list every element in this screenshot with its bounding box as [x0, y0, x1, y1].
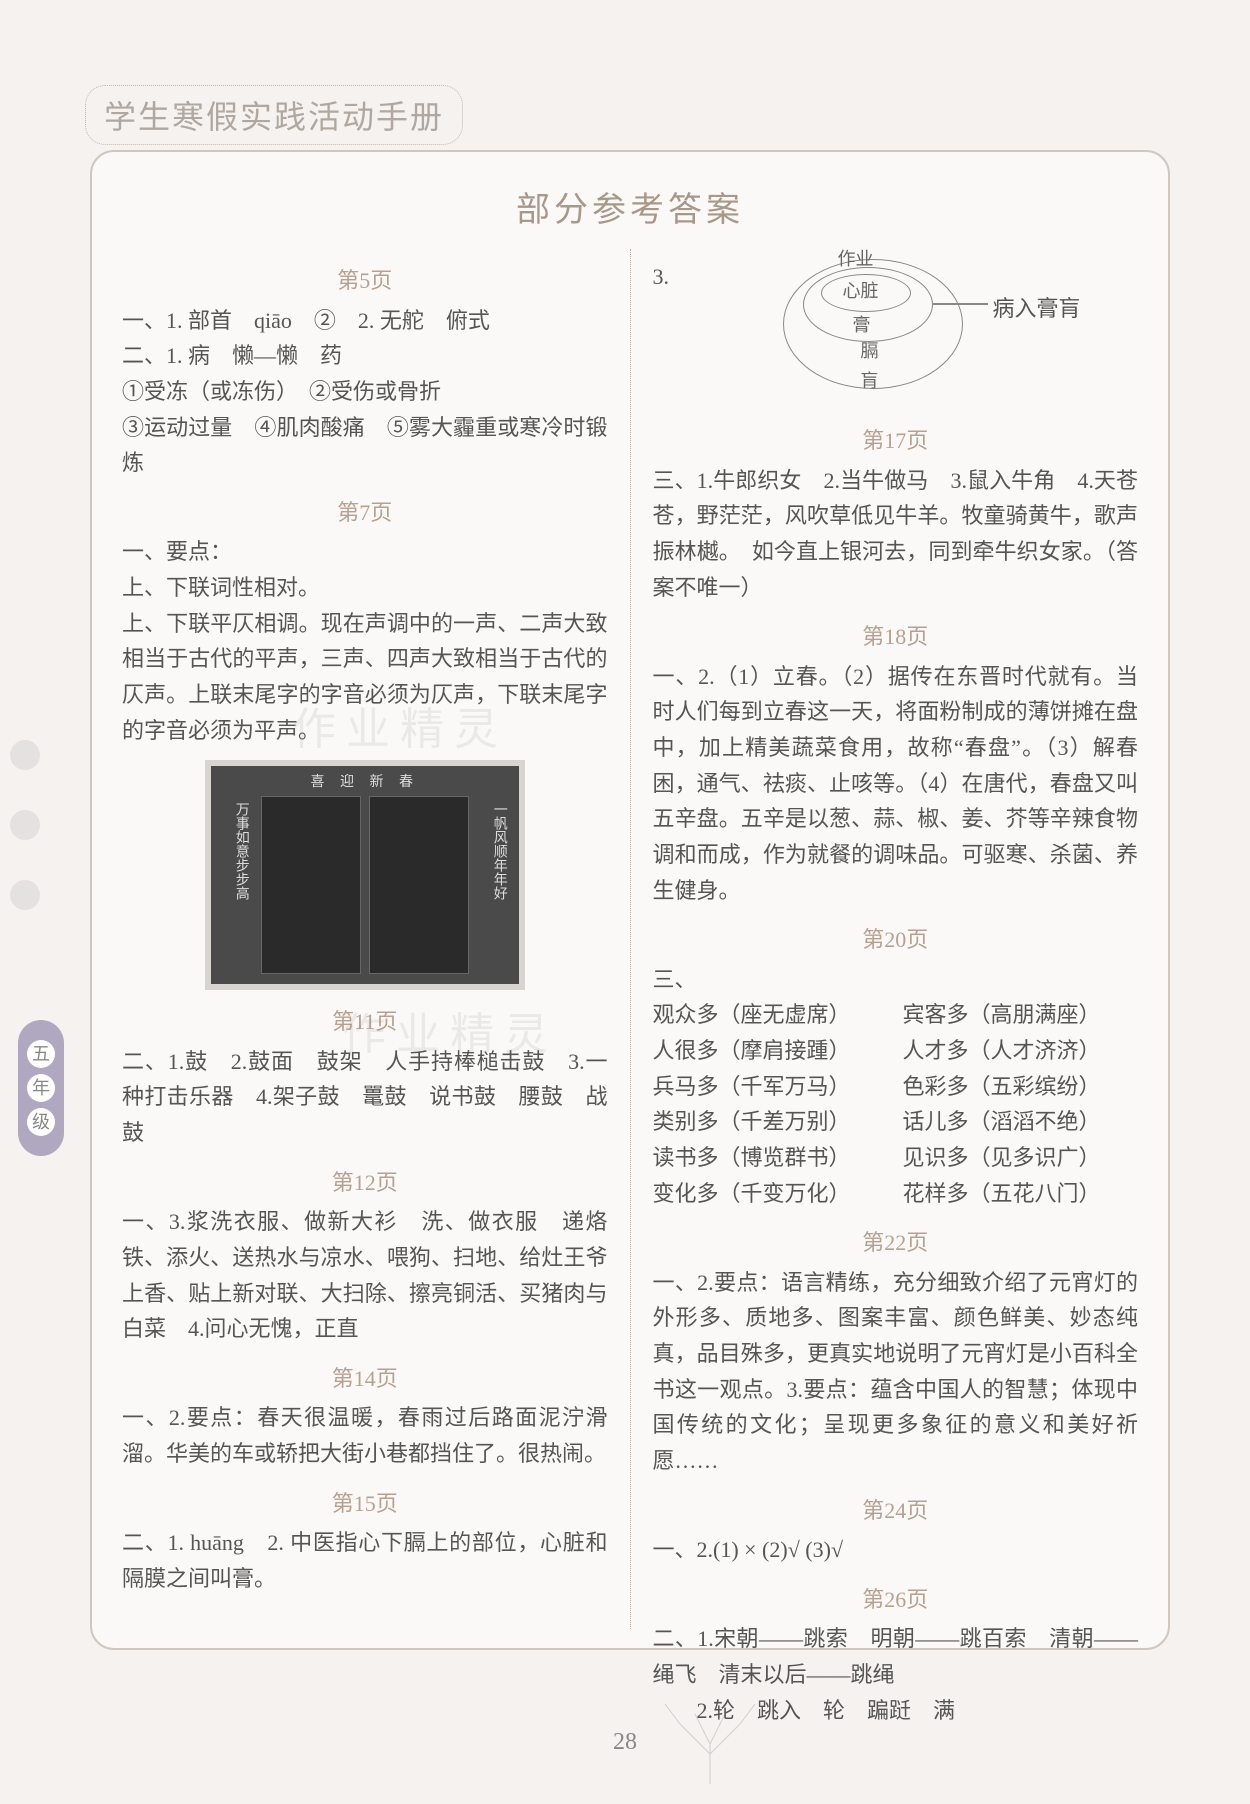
p20-pair-row: 读书多（博览群书）见识多（见多识广）: [653, 1140, 1139, 1176]
p20-pair-row: 变化多（千变万化）花样多（五花八门）: [653, 1176, 1139, 1212]
section-title-p14: 第14页: [122, 1361, 608, 1397]
section-title-p18: 第18页: [653, 619, 1139, 655]
columns: 第5页 一、1. 部首 qiāo ② 2. 无舵 俯式 二、1. 病 懒—懒 药…: [122, 249, 1138, 1629]
p20-pair-right: 宾客多（高朋满座）: [903, 997, 1101, 1033]
p7-line-1: 一、要点：: [122, 534, 608, 570]
section-title-p11: 第11页: [122, 1004, 608, 1040]
p20-pair-right: 花样多（五花八门）: [903, 1176, 1101, 1212]
p11-line-1: 二、1.鼓 2.鼓面 鼓架 人手持棒槌击鼓 3.一种打击乐器 4.架子鼓 鼍鼓 …: [122, 1044, 608, 1151]
section-title-p22: 第22页: [653, 1225, 1139, 1261]
p7-line-3: 上、下联平仄相调。现在声调中的一声、二声大致相当于古代的平声，三声、四声大致相当…: [122, 606, 608, 749]
section-title-p24: 第24页: [653, 1493, 1139, 1529]
p5-line-4: ③运动过量 ④肌肉酸痛 ⑤雾大霾重或寒冷时锻炼: [122, 410, 608, 481]
p20-pair-left: 观众多（座无虚席）: [653, 997, 903, 1033]
p20-intro: 三、: [653, 962, 1139, 998]
p5-line-3: ①受冻（或冻伤） ②受伤或骨折: [122, 374, 608, 410]
p5-line-1: 一、1. 部首 qiāo ② 2. 无舵 俯式: [122, 303, 608, 339]
p20-pair-right: 人才多（人才济济）: [903, 1033, 1101, 1069]
p20-pair-left: 人很多（摩肩接踵）: [653, 1033, 903, 1069]
concentric-circle-diagram: 作业 心脏 膏 膈 肓: [753, 249, 973, 399]
arrow-line: [933, 303, 988, 305]
diagram-note: 病入膏肓: [993, 291, 1081, 327]
p20-pair-row: 兵马多（千军万马）色彩多（五彩缤纷）: [653, 1069, 1139, 1105]
header-title: 学生寒假实践活动手册: [104, 99, 444, 135]
column-divider: [630, 249, 631, 1629]
label-gao: 膏: [853, 311, 871, 340]
p20-pair-row: 类别多（千差万别）话儿多（滔滔不绝）: [653, 1104, 1139, 1140]
main-title: 部分参考答案: [122, 182, 1138, 231]
p5-line-2: 二、1. 病 懒—懒 药: [122, 338, 608, 374]
grade-badge: 五 年 级: [18, 1020, 64, 1156]
couplet-door-image: 喜 迎 新 春 万事如意步步高 一帆风顺年年好: [205, 760, 525, 990]
section-title-p5: 第5页: [122, 263, 608, 299]
section-title-p20: 第20页: [653, 922, 1139, 958]
label-ru: 肓: [861, 367, 879, 396]
section-title-p7: 第7页: [122, 495, 608, 531]
p20-pair-left: 变化多（千变万化）: [653, 1176, 903, 1212]
p26-line-1: 二、1.宋朝——跳索 明朝——跳百索 清朝——绳飞 清末以后——跳绳: [653, 1621, 1139, 1692]
p20-pair-row: 观众多（座无虚席）宾客多（高朋满座）: [653, 997, 1139, 1033]
p12-line-1: 一、3.浆洗衣服、做新大衫 洗、做衣服 递烙铁、添火、送热水与凉水、喂狗、扫地、…: [122, 1204, 608, 1347]
door-panel-left: [261, 796, 361, 974]
label-top: 作业: [838, 245, 874, 274]
q3-diagram-block: 3. 作业 心脏 膏 膈 肓 病入膏肓: [653, 249, 1139, 409]
section-title-p12: 第12页: [122, 1165, 608, 1201]
page-number: 28: [0, 1729, 1250, 1756]
p20-pairs: 观众多（座无虚席）宾客多（高朋满座）人很多（摩肩接踵）人才多（人才济济）兵马多（…: [653, 997, 1139, 1211]
door-panel-right: [369, 796, 469, 974]
p20-pair-left: 兵马多（千军万马）: [653, 1069, 903, 1105]
label-ge: 膈: [861, 337, 879, 366]
section-title-p17: 第17页: [653, 423, 1139, 459]
p20-pair-right: 话儿多（滔滔不绝）: [903, 1104, 1101, 1140]
p20-pair-right: 色彩多（五彩缤纷）: [903, 1069, 1101, 1105]
p24-line-1: 一、2.(1) × (2)√ (3)√: [653, 1532, 1139, 1568]
p18-line-1: 一、2.（1）立春。（2）据传在东晋时代就有。当时人们每到立春这一天，将面粉制成…: [653, 659, 1139, 908]
right-column: 3. 作业 心脏 膏 膈 肓 病入膏肓 第17页 三、1.牛郎织女 2.当牛做马…: [653, 249, 1139, 1629]
p17-line-1: 三、1.牛郎织女 2.当牛做马 3.鼠入牛角 4.天苍苍，野茫茫，风吹草低见牛羊…: [653, 463, 1139, 606]
section-title-p26: 第26页: [653, 1582, 1139, 1618]
left-column: 第5页 一、1. 部首 qiāo ② 2. 无舵 俯式 二、1. 病 懒—懒 药…: [122, 249, 608, 1629]
grade-char-3: 级: [27, 1108, 55, 1136]
content-frame: 部分参考答案 第5页 一、1. 部首 qiāo ② 2. 无舵 俯式 二、1. …: [90, 150, 1170, 1650]
label-heart: 心脏: [843, 277, 879, 306]
door-horizontal-scroll: 喜 迎 新 春: [211, 772, 519, 795]
door-right-couplet: 一帆风顺年年好: [479, 802, 509, 900]
section-title-p15: 第15页: [122, 1486, 608, 1522]
q3-prefix: 3.: [653, 259, 670, 295]
p20-pair-row: 人很多（摩肩接踵）人才多（人才济济）: [653, 1033, 1139, 1069]
page-header: 学生寒假实践活动手册: [85, 85, 463, 145]
grade-char-1: 五: [27, 1040, 55, 1068]
p20-pair-left: 类别多（千差万别）: [653, 1104, 903, 1140]
grade-char-2: 年: [27, 1074, 55, 1102]
tree-decoration: [640, 1694, 780, 1784]
p20-pair-left: 读书多（博览群书）: [653, 1140, 903, 1176]
p22-line-1: 一、2.要点：语言精练，充分细致介绍了元宵灯的外形多、质地多、图案丰富、颜色鲜美…: [653, 1265, 1139, 1479]
door-left-couplet: 万事如意步步高: [221, 802, 251, 900]
p14-line-1: 一、2.要点：春天很温暖，春雨过后路面泥泞滑溜。华美的车或轿把大街小巷都挡住了。…: [122, 1400, 608, 1471]
p20-pair-right: 见识多（见多识广）: [903, 1140, 1101, 1176]
p15-line-1: 二、1. huāng 2. 中医指心下膈上的部位，心脏和隔膜之间叫膏。: [122, 1525, 608, 1596]
p7-line-2: 上、下联词性相对。: [122, 570, 608, 606]
